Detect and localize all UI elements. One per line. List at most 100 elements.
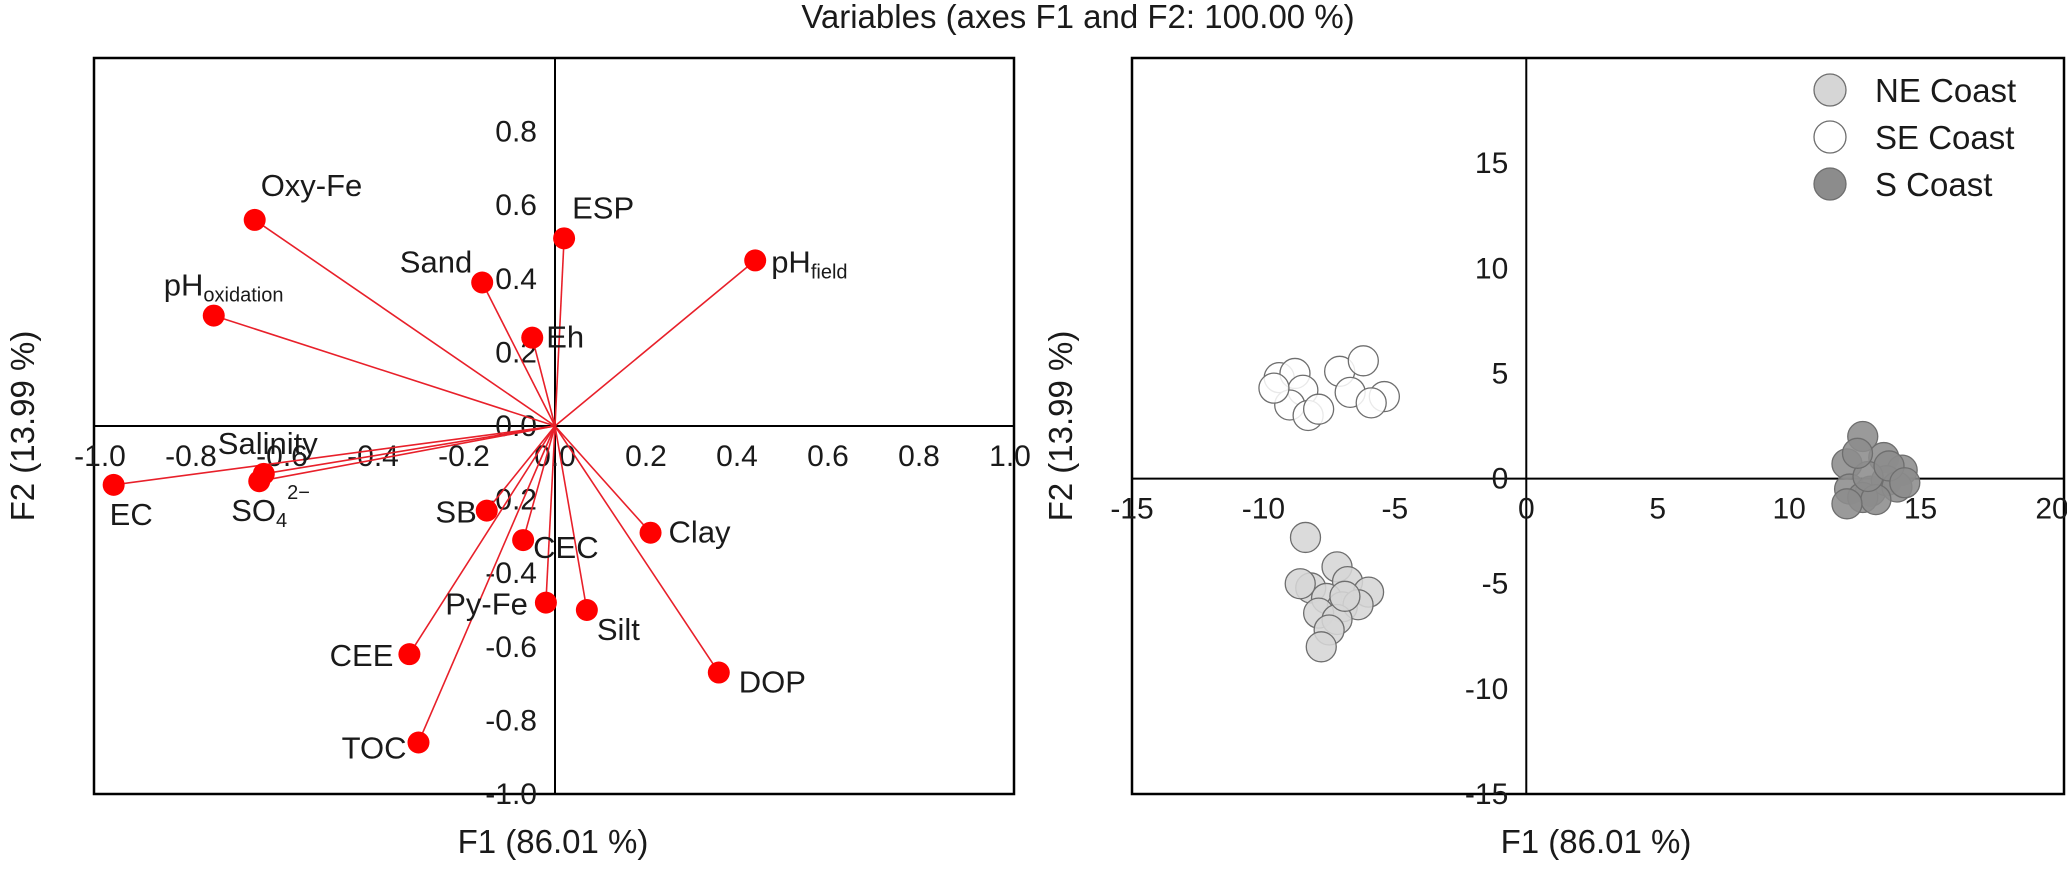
observation-point xyxy=(1289,521,1322,554)
observation-point xyxy=(1347,345,1379,377)
left-y-tick-label: 0.0 xyxy=(495,410,537,443)
loading-point xyxy=(512,529,535,552)
left-x-tick-label: -1.0 xyxy=(74,440,126,473)
left-x-tick-label: -0.8 xyxy=(165,440,217,473)
right-y-tick-label: 0 xyxy=(1492,463,1509,496)
observation-point xyxy=(1831,488,1863,520)
loading-vector xyxy=(486,425,556,512)
loading-vector xyxy=(522,425,556,541)
loading-vector xyxy=(554,238,565,427)
right-x-axis-title: F1 (86.01 %) xyxy=(1501,823,1692,860)
observations-scatter-panel: -15 -10 -5 0 5 10 15 20 -15 -10 -5 0 5 10 15 NE Coast S… xyxy=(1042,56,2067,860)
right-y-tick-label: -10 xyxy=(1465,673,1508,706)
right-x-tick-label: 10 xyxy=(1772,493,1805,526)
variable-label: EC xyxy=(110,497,153,532)
right-x-tick-label: 5 xyxy=(1649,493,1666,526)
loading-vector xyxy=(554,425,652,534)
right-y-tick-label: 15 xyxy=(1475,147,1508,180)
loading-vector xyxy=(417,425,556,743)
right-y-tick-label: -15 xyxy=(1465,778,1508,811)
observation-point xyxy=(1284,568,1316,600)
loading-point xyxy=(102,473,125,496)
legend-marker xyxy=(1813,73,1847,107)
variable-label: Sand xyxy=(400,244,472,279)
right-x-tick-label: -10 xyxy=(1242,493,1285,526)
figure-title: Variables (axes F1 and F2: 100.00 %) xyxy=(801,0,1354,35)
left-y-tick-label: 0.4 xyxy=(495,263,537,296)
observation-point xyxy=(1355,387,1387,419)
loading-vector xyxy=(481,282,556,427)
loading-points xyxy=(102,208,767,754)
loading-vector xyxy=(263,425,556,475)
right-plot-frame xyxy=(1130,56,2066,796)
observation-point xyxy=(1329,580,1361,612)
variable-label: pHfield xyxy=(771,244,847,283)
left-y-tick-label: -1.0 xyxy=(485,778,537,811)
variable-label: Eh xyxy=(546,320,584,355)
loading-point xyxy=(407,731,430,754)
loading-point xyxy=(398,643,421,666)
left-x-tick-label: 0.8 xyxy=(898,440,940,473)
observation-point xyxy=(1305,631,1337,663)
right-x-tick-label: -15 xyxy=(1110,493,1153,526)
left-x-tick-label: -0.2 xyxy=(438,440,490,473)
variable-label: Silt xyxy=(597,612,640,647)
left-x-tick-label: 0.6 xyxy=(807,440,849,473)
loading-vectors xyxy=(113,219,756,743)
variable-label: SB xyxy=(435,495,476,530)
right-y-tick-label: 5 xyxy=(1492,357,1509,390)
legend: NE Coast SE Coast S Coast xyxy=(1813,72,2016,203)
observation-point xyxy=(1841,437,1874,469)
legend-marker xyxy=(1813,120,1847,154)
observation-points xyxy=(1258,345,1921,663)
loading-vector xyxy=(554,425,720,674)
loading-vector xyxy=(531,337,556,427)
variable-label: CEC xyxy=(533,530,598,565)
legend-label: NE Coast xyxy=(1875,72,2016,109)
variable-label: ESP xyxy=(572,190,634,225)
loading-point xyxy=(639,521,662,544)
left-x-tick-label: 1.0 xyxy=(989,440,1031,473)
left-y-tick-label: -0.8 xyxy=(485,704,537,737)
loading-point xyxy=(248,470,271,493)
loading-vector xyxy=(259,425,556,482)
loading-vector xyxy=(545,425,556,603)
observation-point xyxy=(1889,467,1921,499)
left-y-tick-label: 0.6 xyxy=(495,189,537,222)
loading-vector xyxy=(554,259,756,427)
right-y-tick-label: 10 xyxy=(1475,252,1508,285)
left-y-axis-title: F2 (13.99 %) xyxy=(4,331,41,522)
loading-point xyxy=(707,661,730,684)
observation-point xyxy=(1258,372,1290,404)
right-y-tick-label: -5 xyxy=(1482,568,1509,601)
loading-vector xyxy=(213,314,556,427)
left-y-tick-label: -0.4 xyxy=(485,557,537,590)
right-tick-labels: -15 -10 -5 0 5 10 15 20 -15 -10 -5 0 5 10 15 xyxy=(1110,147,2067,811)
left-x-axis-title: F1 (86.01 %) xyxy=(458,823,649,860)
variable-label: pHoxidation xyxy=(164,268,284,307)
left-x-tick-label: 0.4 xyxy=(716,440,758,473)
loading-point xyxy=(744,249,767,272)
variable-label: Oxy-Fe xyxy=(261,168,363,203)
loading-point xyxy=(553,227,576,250)
loading-point xyxy=(202,304,225,327)
loading-vector xyxy=(254,219,556,427)
legend-label: S Coast xyxy=(1875,166,1992,203)
legend-label: SE Coast xyxy=(1875,119,2014,156)
loading-point xyxy=(521,326,544,349)
loading-vector xyxy=(113,425,556,486)
loading-point xyxy=(243,208,266,231)
loading-vector xyxy=(408,425,556,655)
right-x-tick-label: 15 xyxy=(1904,493,1937,526)
loading-point xyxy=(534,591,557,614)
variable-label: Py-Fe xyxy=(445,587,528,622)
variable-label: TOC xyxy=(342,730,407,765)
variable-label: Clay xyxy=(669,515,732,550)
right-y-axis-title: F2 (13.99 %) xyxy=(1042,331,1079,522)
left-x-tick-label: 0.2 xyxy=(625,440,667,473)
variable-label: Salinity xyxy=(218,426,318,461)
legend-marker xyxy=(1813,167,1847,201)
variable-labels: Oxy-Fe pHoxidation Sand ESP pHfield Eh Salinit… xyxy=(110,168,848,766)
right-x-tick-label: -5 xyxy=(1382,493,1409,526)
loading-point xyxy=(475,499,498,522)
